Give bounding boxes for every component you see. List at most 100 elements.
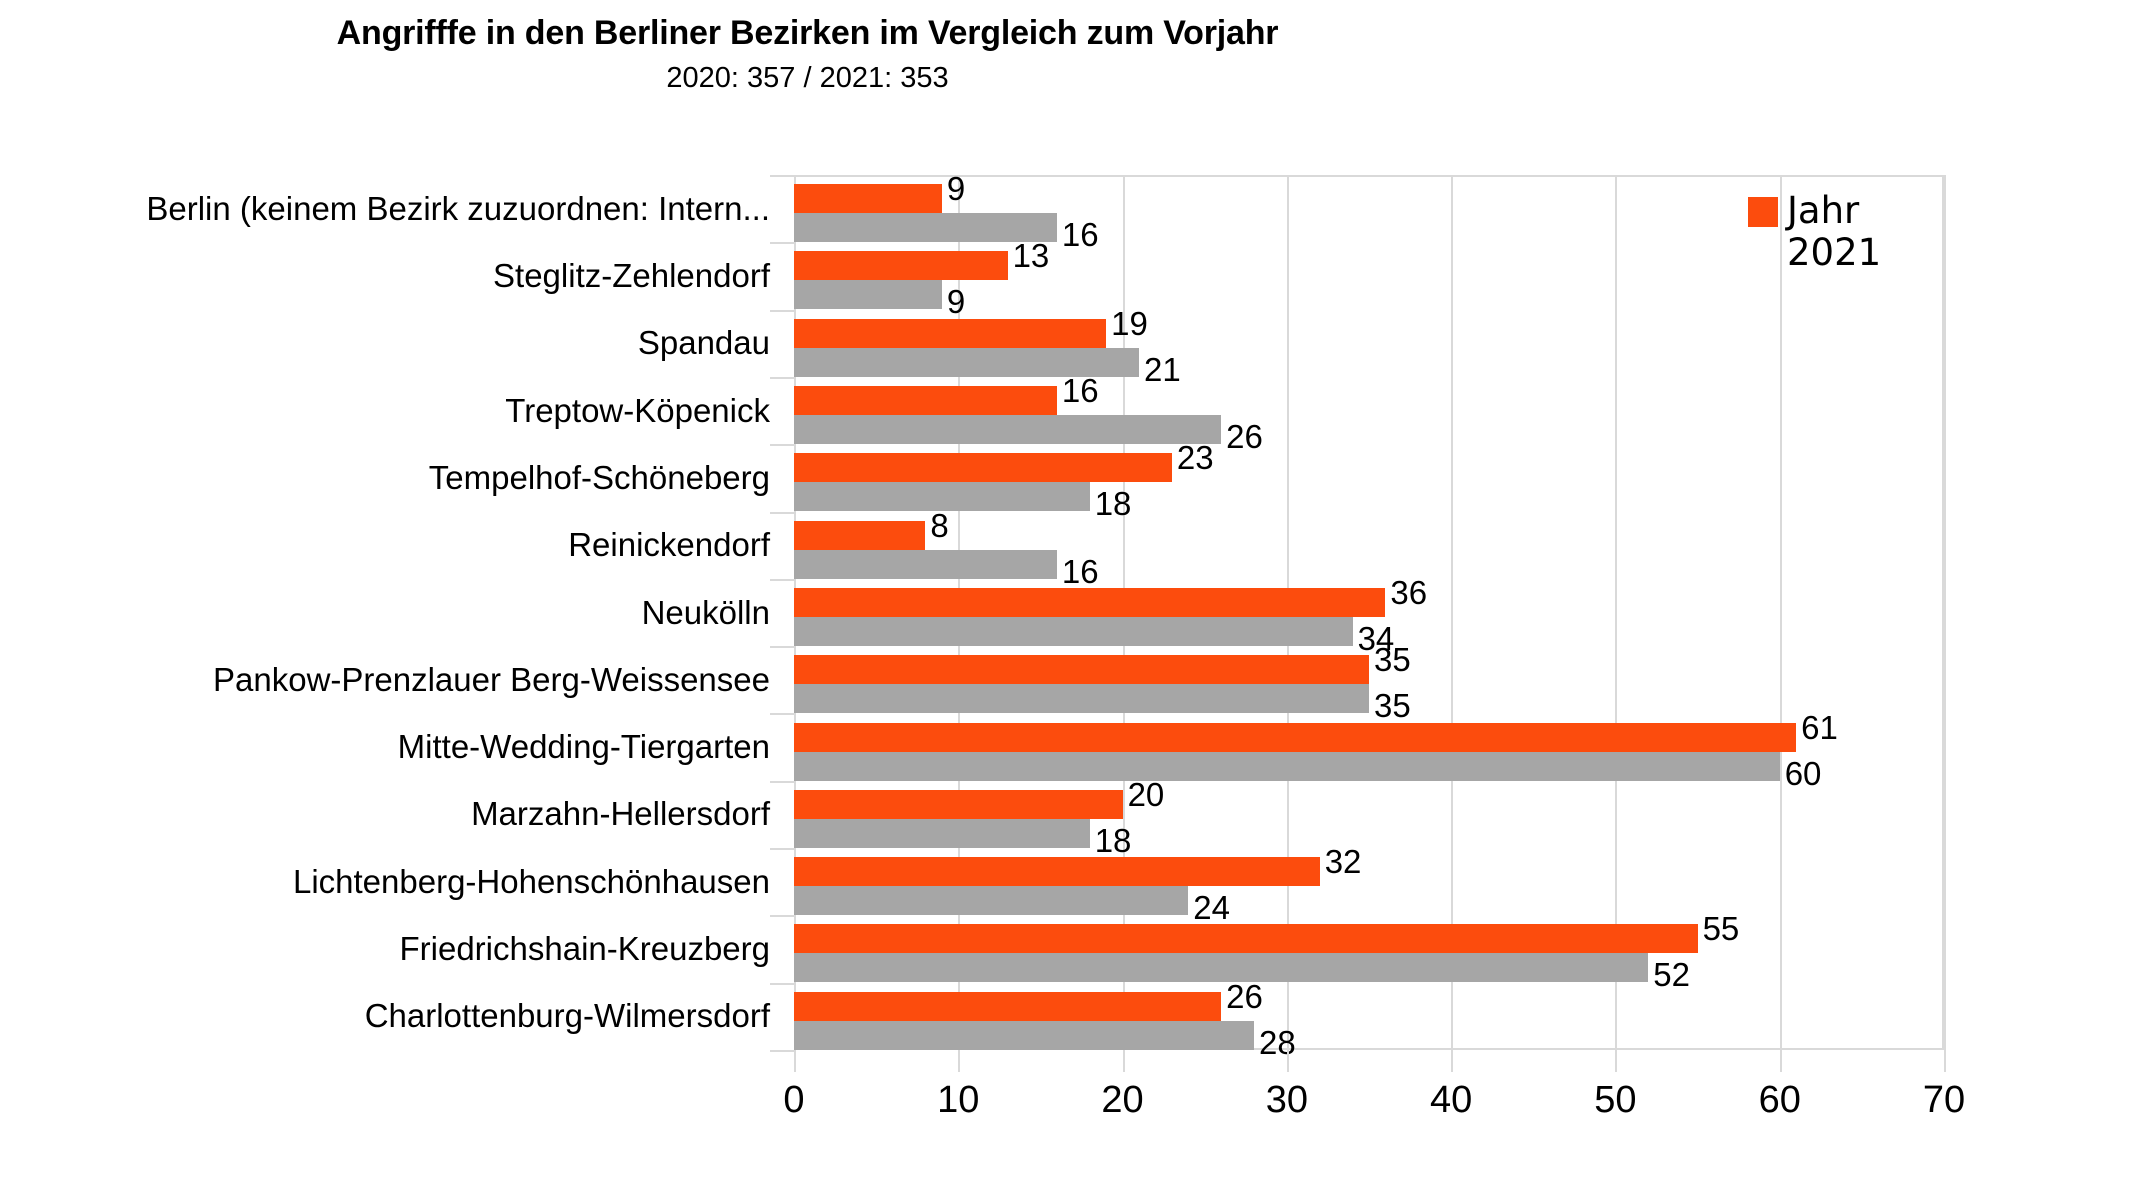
bar-2021[interactable]: 13 xyxy=(794,239,1049,281)
y-axis-tick xyxy=(770,780,794,783)
bar-value-label: 36 xyxy=(1390,573,1428,611)
bar-2020[interactable]: 21 xyxy=(794,347,1181,386)
bar-2021[interactable]: 8 xyxy=(794,509,949,550)
plot-area-wrapper: 9 16 13 9 19 21 16 26 23 18 8 16 36 34 35 35 61 60 20 18 32 2… xyxy=(794,172,1946,1059)
bar-row: 9 16 xyxy=(794,172,1944,251)
bar-value-label: 18 xyxy=(1094,821,1132,859)
bar-value-label: 34 xyxy=(1357,619,1395,657)
bar-2021[interactable]: 20 xyxy=(794,778,1164,819)
bar-value-label: 18 xyxy=(1094,485,1132,523)
bar-2020[interactable]: 24 xyxy=(794,886,1230,924)
bar-value-label: 21 xyxy=(1144,350,1181,388)
bar-value-label: 52 xyxy=(1653,956,1690,994)
bar-2021[interactable]: 55 xyxy=(794,912,1739,954)
chart-title: Angrifffe in den Berliner Bezirken im Ve… xyxy=(336,14,1279,52)
x-axis-labels: 0 10 20 30 40 50 60 70 xyxy=(783,1078,1965,1134)
x-axis-tick xyxy=(958,1050,961,1072)
bar-value-label: 55 xyxy=(1702,910,1740,948)
bar-2020[interactable]: 52 xyxy=(794,953,1690,991)
bar-2020[interactable]: 9 xyxy=(794,280,965,318)
bar-2021[interactable]: 26 xyxy=(794,980,1263,1021)
y-axis-tick xyxy=(770,646,794,649)
bar-value-label: 60 xyxy=(1784,754,1822,792)
chart-subtitle: 2020: 357 / 2021: 353 xyxy=(666,62,949,94)
bar-2021[interactable]: 35 xyxy=(794,643,1411,685)
legend-swatch-2021-icon xyxy=(1748,197,1778,227)
bar-row: 26 28 xyxy=(794,980,1944,1059)
bar-2021[interactable]: 36 xyxy=(794,576,1427,617)
bar-rows: 9 16 13 9 19 21 16 26 23 18 8 16 36 34 35 35 61 60 20 18 32 2… xyxy=(794,172,1944,1059)
bar-value-label: 61 xyxy=(1801,708,1838,746)
bar-value-label: 20 xyxy=(1127,775,1165,813)
bar-2020[interactable]: 26 xyxy=(794,414,1263,453)
x-axis-tick xyxy=(1122,1050,1125,1072)
bar-2021[interactable]: 9 xyxy=(794,172,965,213)
legend-label-line1: Jahr xyxy=(1787,189,1860,232)
category-label: Treptow-Köpenick xyxy=(505,391,770,429)
x-axis-tick-label: 70 xyxy=(1922,1079,1966,1121)
bar-value-label: 16 xyxy=(1061,216,1099,253)
bar-2021[interactable]: 61 xyxy=(794,711,1838,752)
bar-2020[interactable]: 34 xyxy=(794,616,1394,655)
bar-2020[interactable]: 16 xyxy=(794,213,1099,251)
x-axis-tick xyxy=(1615,1050,1618,1072)
bar-value-label: 35 xyxy=(1374,641,1411,679)
x-axis-tick xyxy=(1286,1050,1289,1072)
bar-2020[interactable]: 35 xyxy=(794,684,1411,722)
bar-2021[interactable]: 32 xyxy=(794,845,1361,887)
gridline xyxy=(1615,175,1618,1050)
bar-row: 19 21 xyxy=(794,307,1944,386)
y-axis-tick xyxy=(770,1050,794,1052)
gridline xyxy=(1944,175,1946,1050)
gridline xyxy=(1451,175,1454,1050)
x-axis-tick-label: 10 xyxy=(937,1079,980,1121)
bar-row: 55 52 xyxy=(794,912,1944,991)
bar-2021[interactable]: 23 xyxy=(794,441,1214,483)
bar-value-label: 13 xyxy=(1012,237,1050,275)
bar-row: 23 18 xyxy=(794,441,1944,520)
x-axis-tick-label: 50 xyxy=(1594,1079,1637,1121)
bar-row: 16 26 xyxy=(794,374,1944,453)
bar-value-label: 24 xyxy=(1193,889,1230,927)
category-label: Lichtenberg-Hohenschönhausen xyxy=(292,862,770,900)
bar-value-label: 26 xyxy=(1226,417,1263,455)
category-label: Mitte-Wedding-Tiergarten xyxy=(397,728,770,766)
y-axis-tick xyxy=(770,848,794,851)
y-axis-tick xyxy=(770,444,794,447)
category-label: Charlottenburg-Wilmersdorf xyxy=(364,997,770,1035)
x-axis-ticks xyxy=(794,1050,1946,1072)
category-label: Pankow-Prenzlauer Berg-Weissensee xyxy=(213,660,770,698)
bar-2020[interactable]: 28 xyxy=(794,1020,1296,1059)
bar-row: 8 16 xyxy=(794,509,1944,588)
bar-value-label: 9 xyxy=(946,170,966,207)
legend[interactable]: Jahr 2021 xyxy=(1748,190,1928,274)
y-axis-tick xyxy=(770,376,794,379)
y-axis-tick xyxy=(770,982,794,985)
bar-2020[interactable]: 60 xyxy=(794,751,1821,790)
bar-row: 36 34 xyxy=(794,576,1944,655)
bar-2020[interactable]: 18 xyxy=(794,818,1131,857)
category-label: Spandau xyxy=(637,324,770,362)
bar-2020[interactable]: 16 xyxy=(794,549,1099,588)
bar-row: 61 60 xyxy=(794,711,1944,790)
bar-2021[interactable]: 19 xyxy=(794,307,1148,348)
bar-row: 35 35 xyxy=(794,643,1944,722)
bar-value-label: 16 xyxy=(1061,552,1099,590)
bar-value-label: 28 xyxy=(1259,1023,1296,1061)
bar-value-label: 23 xyxy=(1176,439,1214,477)
x-axis-tick xyxy=(794,1050,796,1072)
bar-2020[interactable]: 18 xyxy=(794,482,1131,520)
bar-value-label: 19 xyxy=(1111,304,1148,342)
bar-2021[interactable]: 16 xyxy=(794,374,1099,415)
x-axis-tick-label: 60 xyxy=(1758,1079,1801,1121)
bar-row: 32 24 xyxy=(794,845,1944,924)
y-axis-tick xyxy=(770,175,794,177)
y-axis-tick xyxy=(770,915,794,918)
y-axis-tick xyxy=(770,309,794,312)
bar-row: 13 9 xyxy=(794,239,1944,318)
category-label: Steglitz-Zehlendorf xyxy=(493,256,770,294)
category-label: Marzahn-Hellersdorf xyxy=(471,795,770,833)
gridline xyxy=(1779,175,1782,1050)
bar-value-label: 32 xyxy=(1324,843,1362,881)
x-axis-tick xyxy=(1944,1050,1946,1072)
